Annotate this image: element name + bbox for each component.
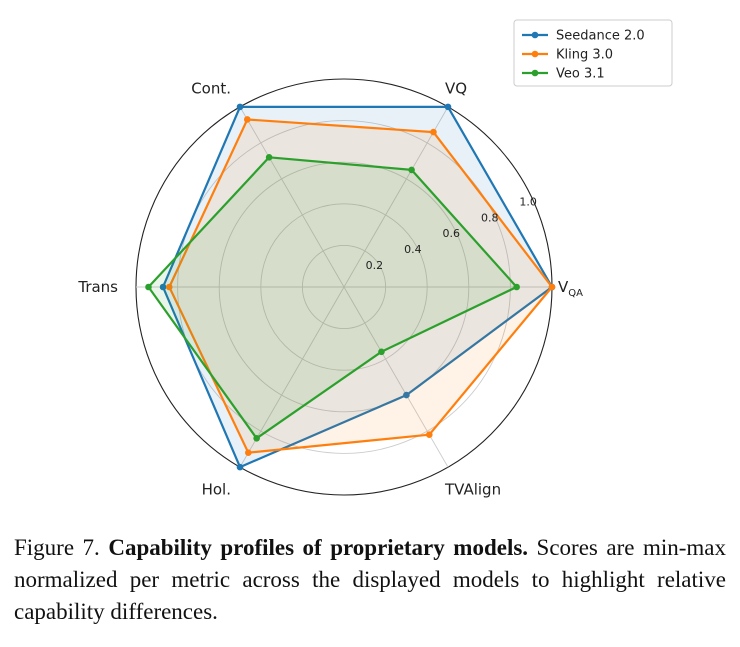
series-fill: [163, 106, 552, 468]
series-0: [159, 103, 556, 471]
radial-tick-label: 1.0: [519, 195, 537, 208]
data-point: [430, 128, 437, 136]
legend-label: Seedance 2.0: [556, 29, 645, 44]
series-fill: [148, 157, 517, 439]
data-point: [145, 283, 152, 291]
legend-box: [513, 19, 673, 87]
caption-bold: Capability profiles of proprietary model…: [108, 535, 529, 560]
data-point: [236, 463, 244, 471]
data-point: [513, 283, 520, 291]
data-point: [165, 283, 173, 291]
series-2: [145, 154, 520, 442]
radial-tick-label: 0.4: [404, 243, 422, 256]
caption-text: Scores are min-max normalized per metric…: [14, 535, 726, 624]
axis-label: TVAlign: [444, 481, 501, 499]
series-1: [165, 116, 556, 457]
data-point: [236, 103, 244, 111]
legend-label: Veo 3.1: [556, 67, 605, 82]
legend-marker: [531, 31, 539, 39]
data-point: [243, 116, 251, 123]
data-point: [265, 154, 273, 161]
data-point: [403, 391, 410, 399]
axis-label: Cont.: [191, 79, 231, 97]
legend-marker: [531, 69, 539, 77]
series-layer: [145, 103, 556, 471]
data-point: [159, 283, 167, 291]
radial-tick-label: 0.8: [481, 211, 499, 224]
data-point: [253, 435, 260, 442]
axis-label: VQ: [445, 79, 467, 97]
figure-caption: Figure 7. Capability profiles of proprie…: [14, 532, 726, 628]
radar-chart: 0.2 0.4 0.6 0.8 1.0 VQA VQ Cont. Trans Hol. TVAli…: [77, 19, 673, 499]
data-point: [245, 449, 252, 457]
data-point: [548, 283, 556, 291]
data-point: [378, 348, 385, 356]
data-point: [444, 103, 452, 111]
axis-label: Trans: [77, 278, 118, 296]
data-point: [425, 431, 433, 439]
caption-label: Figure 7.: [14, 535, 100, 560]
radial-tick-label: 0.2: [366, 259, 384, 272]
radial-ticks: 0.2 0.4 0.6 0.8 1.0: [366, 195, 537, 272]
radial-tick-label: 0.6: [443, 227, 461, 240]
series-fill: [169, 119, 553, 453]
data-point: [408, 166, 415, 174]
axis-label: VQA: [558, 278, 583, 299]
axis-label: Hol.: [202, 481, 231, 499]
legend: Seedance 2.0 Kling 3.0 Veo 3.1: [513, 19, 673, 87]
legend-marker: [531, 50, 539, 58]
spoke-line: [239, 106, 345, 288]
axis-labels: VQA VQ Cont. Trans Hol. TVAlign: [77, 79, 583, 498]
legend-label: Kling 3.0: [556, 48, 613, 63]
spoke-line: [343, 106, 449, 288]
